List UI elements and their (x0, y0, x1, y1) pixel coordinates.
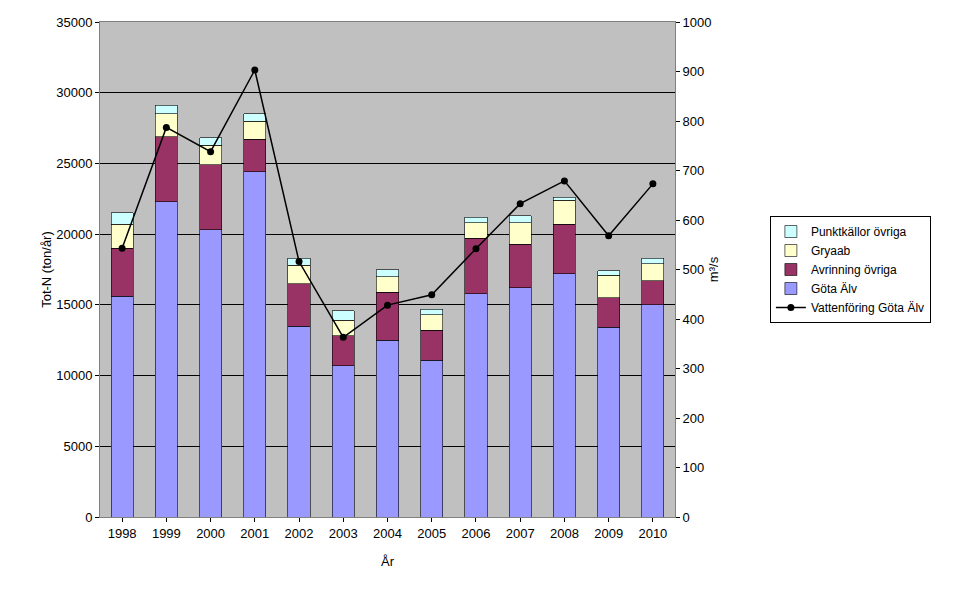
svg-text:900: 900 (683, 64, 705, 79)
svg-text:Gryaab: Gryaab (811, 244, 851, 258)
svg-text:25000: 25000 (56, 156, 92, 171)
svg-text:2005: 2005 (417, 526, 446, 541)
svg-text:Vattenföring Göta Älv: Vattenföring Göta Älv (811, 301, 924, 315)
svg-text:1998: 1998 (108, 526, 137, 541)
svg-text:1000: 1000 (683, 15, 712, 30)
svg-text:Punktkällor övriga: Punktkällor övriga (811, 225, 907, 239)
svg-text:Tot-N (ton/år): Tot-N (ton/år) (39, 231, 54, 308)
svg-text:2006: 2006 (461, 526, 490, 541)
svg-text:20000: 20000 (56, 227, 92, 242)
svg-text:700: 700 (683, 163, 705, 178)
svg-text:500: 500 (683, 262, 705, 277)
svg-text:2007: 2007 (506, 526, 535, 541)
svg-text:2000: 2000 (196, 526, 225, 541)
svg-text:1999: 1999 (152, 526, 181, 541)
svg-text:2003: 2003 (329, 526, 358, 541)
svg-text:Göta Älv: Göta Älv (811, 282, 857, 296)
svg-text:30000: 30000 (56, 85, 92, 100)
svg-text:2009: 2009 (594, 526, 623, 541)
svg-text:Avrinning övriga: Avrinning övriga (811, 263, 897, 277)
svg-text:300: 300 (683, 361, 705, 376)
svg-text:0: 0 (85, 510, 92, 525)
svg-text:200: 200 (683, 411, 705, 426)
svg-text:2004: 2004 (373, 526, 402, 541)
svg-text:400: 400 (683, 312, 705, 327)
svg-text:10000: 10000 (56, 368, 92, 383)
svg-text:2008: 2008 (550, 526, 579, 541)
svg-text:800: 800 (683, 114, 705, 129)
svg-text:2002: 2002 (285, 526, 314, 541)
svg-text:År: År (381, 554, 395, 569)
svg-text:5000: 5000 (63, 439, 92, 454)
svg-text:35000: 35000 (56, 15, 92, 30)
svg-text:2010: 2010 (638, 526, 667, 541)
svg-text:15000: 15000 (56, 297, 92, 312)
svg-text:2001: 2001 (240, 526, 269, 541)
svg-text:m³/s: m³/s (706, 256, 721, 282)
svg-text:100: 100 (683, 460, 705, 475)
svg-text:0: 0 (683, 510, 690, 525)
svg-text:600: 600 (683, 213, 705, 228)
